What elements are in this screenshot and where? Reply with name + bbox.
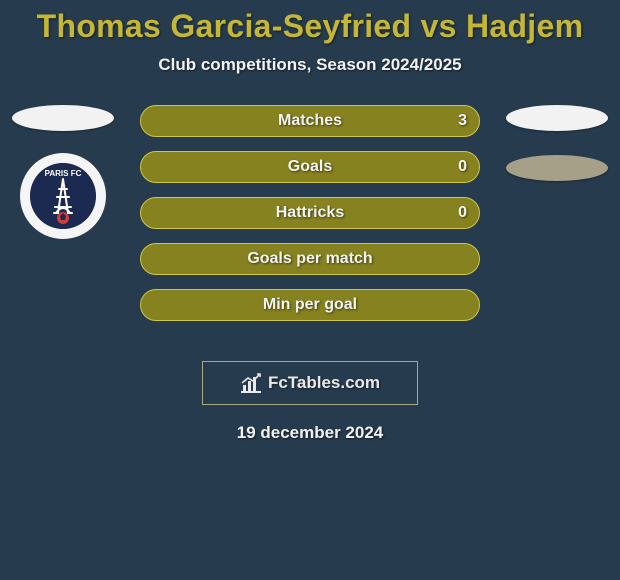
stat-row-goals-per-match: Goals per match — [140, 243, 480, 275]
stat-row-goals: Goals 0 — [140, 151, 480, 183]
comparison-layout: PARIS FC Matches 3 — [0, 105, 620, 335]
generated-date: 19 december 2024 — [0, 423, 620, 443]
stat-label: Goals per match — [247, 250, 372, 268]
parisfc-badge-icon: PARIS FC — [30, 163, 96, 229]
stat-right-value: 0 — [458, 204, 467, 222]
stat-row-min-per-goal: Min per goal — [140, 289, 480, 321]
source-badge: FcTables.com — [202, 361, 418, 405]
svg-text:PARIS FC: PARIS FC — [45, 169, 82, 178]
stat-label: Matches — [278, 112, 342, 130]
stat-right-value: 3 — [458, 112, 467, 130]
player-left-column: PARIS FC — [8, 105, 118, 239]
stat-row-hattricks: Hattricks 0 — [140, 197, 480, 229]
player-left-name-plate — [12, 105, 114, 131]
stat-right-value: 0 — [458, 158, 467, 176]
stat-label: Hattricks — [276, 204, 344, 222]
barchart-icon — [240, 373, 262, 393]
stat-row-matches: Matches 3 — [140, 105, 480, 137]
stat-label: Goals — [288, 158, 332, 176]
page-title: Thomas Garcia-Seyfried vs Hadjem — [0, 0, 620, 45]
player-right-column — [502, 105, 612, 181]
stat-label: Min per goal — [263, 296, 357, 314]
stat-bars: Matches 3 Goals 0 Hattricks 0 Goals per … — [140, 105, 480, 321]
player-left-club-badge: PARIS FC — [20, 153, 106, 239]
player-right-name-plate — [506, 105, 608, 131]
source-brand: FcTables.com — [268, 373, 380, 393]
infographic: Thomas Garcia-Seyfried vs Hadjem Club co… — [0, 0, 620, 580]
subtitle: Club competitions, Season 2024/2025 — [0, 55, 620, 75]
player-right-club-plate — [506, 155, 608, 181]
